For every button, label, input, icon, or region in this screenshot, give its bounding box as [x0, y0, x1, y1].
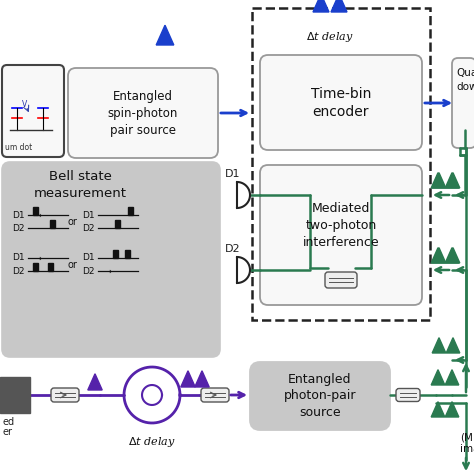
- Text: Entangled
spin-photon
pair source: Entangled spin-photon pair source: [108, 90, 178, 137]
- Bar: [252, 8, 430, 320]
- Text: D1: D1: [12, 254, 25, 263]
- Text: V: V: [22, 100, 27, 109]
- Polygon shape: [431, 173, 445, 188]
- Polygon shape: [432, 173, 446, 188]
- FancyBboxPatch shape: [68, 68, 218, 158]
- FancyBboxPatch shape: [51, 388, 79, 402]
- Text: D2: D2: [12, 224, 25, 233]
- Polygon shape: [331, 0, 347, 12]
- Text: Entangled
photon-pair
source: Entangled photon-pair source: [284, 373, 356, 419]
- Polygon shape: [0, 377, 30, 413]
- Polygon shape: [128, 207, 133, 215]
- Polygon shape: [432, 248, 446, 263]
- Polygon shape: [446, 173, 460, 188]
- Text: or: or: [67, 260, 77, 270]
- Polygon shape: [33, 263, 38, 271]
- FancyBboxPatch shape: [201, 388, 229, 402]
- Polygon shape: [432, 337, 446, 353]
- Polygon shape: [115, 220, 120, 228]
- FancyBboxPatch shape: [396, 389, 420, 401]
- Polygon shape: [431, 370, 445, 385]
- Polygon shape: [195, 371, 209, 387]
- Text: $\longrightarrow$: $\longrightarrow$: [98, 266, 113, 275]
- Text: (M
ima: (M ima: [460, 432, 474, 454]
- Polygon shape: [125, 250, 130, 258]
- Text: D2: D2: [12, 266, 25, 275]
- Polygon shape: [446, 248, 460, 263]
- Text: D1: D1: [82, 254, 95, 263]
- Polygon shape: [445, 248, 459, 263]
- Polygon shape: [113, 250, 118, 258]
- Text: D1: D1: [12, 210, 25, 219]
- Text: $\Delta t$ delay: $\Delta t$ delay: [306, 30, 354, 44]
- Text: D2: D2: [82, 266, 94, 275]
- Text: Time-bin
encoder: Time-bin encoder: [311, 87, 371, 119]
- Polygon shape: [88, 374, 102, 390]
- Text: um dot: um dot: [5, 143, 32, 152]
- FancyBboxPatch shape: [452, 58, 474, 148]
- Text: $\Delta t$ delay: $\Delta t$ delay: [128, 435, 176, 449]
- Text: er: er: [3, 427, 13, 437]
- FancyBboxPatch shape: [2, 65, 64, 157]
- Text: D2: D2: [225, 244, 241, 254]
- Text: D1: D1: [225, 169, 241, 179]
- FancyBboxPatch shape: [2, 162, 220, 357]
- FancyBboxPatch shape: [260, 55, 422, 150]
- Text: D2: D2: [82, 224, 94, 233]
- Text: Bell state
measurement: Bell state measurement: [34, 170, 127, 200]
- Polygon shape: [156, 25, 174, 45]
- Text: $\longrightarrow$: $\longrightarrow$: [28, 210, 43, 219]
- Polygon shape: [445, 173, 459, 188]
- Text: or: or: [67, 217, 77, 227]
- Polygon shape: [181, 371, 195, 387]
- Polygon shape: [445, 370, 459, 385]
- Text: Quantum
downconve: Quantum downconve: [456, 68, 474, 91]
- Polygon shape: [446, 337, 460, 353]
- Text: $\longrightarrow$: $\longrightarrow$: [28, 254, 43, 263]
- Text: D1: D1: [82, 210, 95, 219]
- Polygon shape: [431, 401, 445, 417]
- Polygon shape: [445, 401, 459, 417]
- Text: ed: ed: [3, 417, 15, 427]
- Text: Mediated
two-photon
interference: Mediated two-photon interference: [303, 201, 379, 248]
- Polygon shape: [33, 207, 38, 215]
- FancyBboxPatch shape: [250, 362, 390, 430]
- FancyBboxPatch shape: [260, 165, 422, 305]
- Polygon shape: [431, 248, 445, 263]
- Polygon shape: [48, 263, 53, 271]
- Polygon shape: [50, 220, 55, 228]
- Polygon shape: [313, 0, 329, 12]
- FancyBboxPatch shape: [325, 272, 357, 288]
